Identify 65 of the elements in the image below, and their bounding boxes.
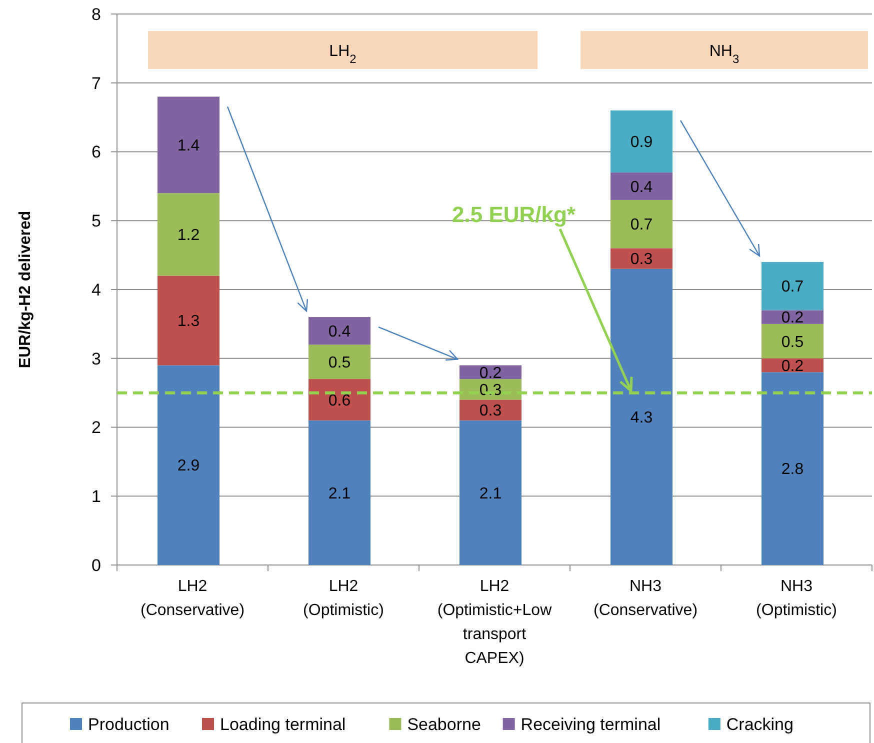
data-label: 1.4 [177,137,200,154]
data-label: 2.1 [479,485,502,502]
data-label: 1.2 [177,227,200,244]
y-tick-label: 5 [92,212,101,231]
data-label: 0.5 [328,354,351,372]
y-tick-label: 3 [92,349,101,368]
y-tick-label: 6 [92,142,101,162]
bar [158,193,220,276]
annotation: NH$_{3}$ [709,43,740,66]
x-tick-label: NH3 (Optimistic) [756,578,837,619]
x-tick-label: LH2 (Optimistic) [303,578,384,619]
legend-label: Receiving terminal [520,714,661,734]
data-label: 0.2 [781,358,804,375]
bar [158,276,220,366]
data-label: 1.3 [177,313,200,330]
data-label: 0.6 [328,392,351,410]
x-tick-label: NH3 (Conservative) [593,578,698,619]
legend-label: Seaborne [407,714,481,734]
bar [610,110,672,172]
y-tick-label: 4 [92,280,101,300]
bar [308,344,370,380]
data-label: 0.4 [630,178,653,196]
data-label: 0.7 [781,278,804,296]
bar [610,200,672,248]
y-tick-label: 1 [92,487,101,506]
legend-label: Cracking [726,714,794,734]
bar [610,172,672,200]
bar [158,96,220,194]
bar [610,268,672,565]
x-tick-label: LH2 (Conservative) [140,578,245,619]
data-label: 0.7 [630,216,653,234]
annotation: LH$_{2}$ [329,43,357,66]
y-tick-label: 8 [92,4,101,24]
ref-line-label: 2.5 EUR/kg* [452,202,576,227]
bar [762,262,824,310]
data-label: 0.2 [781,310,804,327]
legend-label: Loading terminal [220,714,346,734]
data-label: 2.8 [781,461,804,478]
y-axis-title: EUR/kg-H2 delivered [17,210,34,368]
bar [460,400,522,420]
bar [762,372,824,565]
group-banner: LH$_{2}$ [148,31,538,69]
x-tick-label: LH2 (Optimistic+Low transport CAPEX) [437,578,552,667]
group-banner: NH$_{3}$ [580,31,868,69]
y-tick-label: 2 [92,418,101,438]
data-label: 2.1 [328,485,351,502]
bar [158,365,220,565]
y-tick-label: 0 [92,556,101,575]
data-label: 0.2 [479,364,502,382]
data-label: 0.5 [781,334,804,351]
bar [308,420,370,565]
bar [308,379,370,420]
data-label: 0.4 [328,323,351,340]
bar [762,310,824,324]
data-label: 4.3 [630,410,653,427]
bar [762,324,824,358]
data-label: 0.9 [630,134,653,152]
legend-label: Production [88,714,170,734]
y-tick-label: 7 [92,74,101,93]
data-label: 0.3 [479,402,502,420]
data-label: 0.3 [630,251,653,268]
bar [610,248,672,269]
bar [460,420,522,565]
data-label: 2.9 [177,458,200,475]
bar [308,317,370,345]
